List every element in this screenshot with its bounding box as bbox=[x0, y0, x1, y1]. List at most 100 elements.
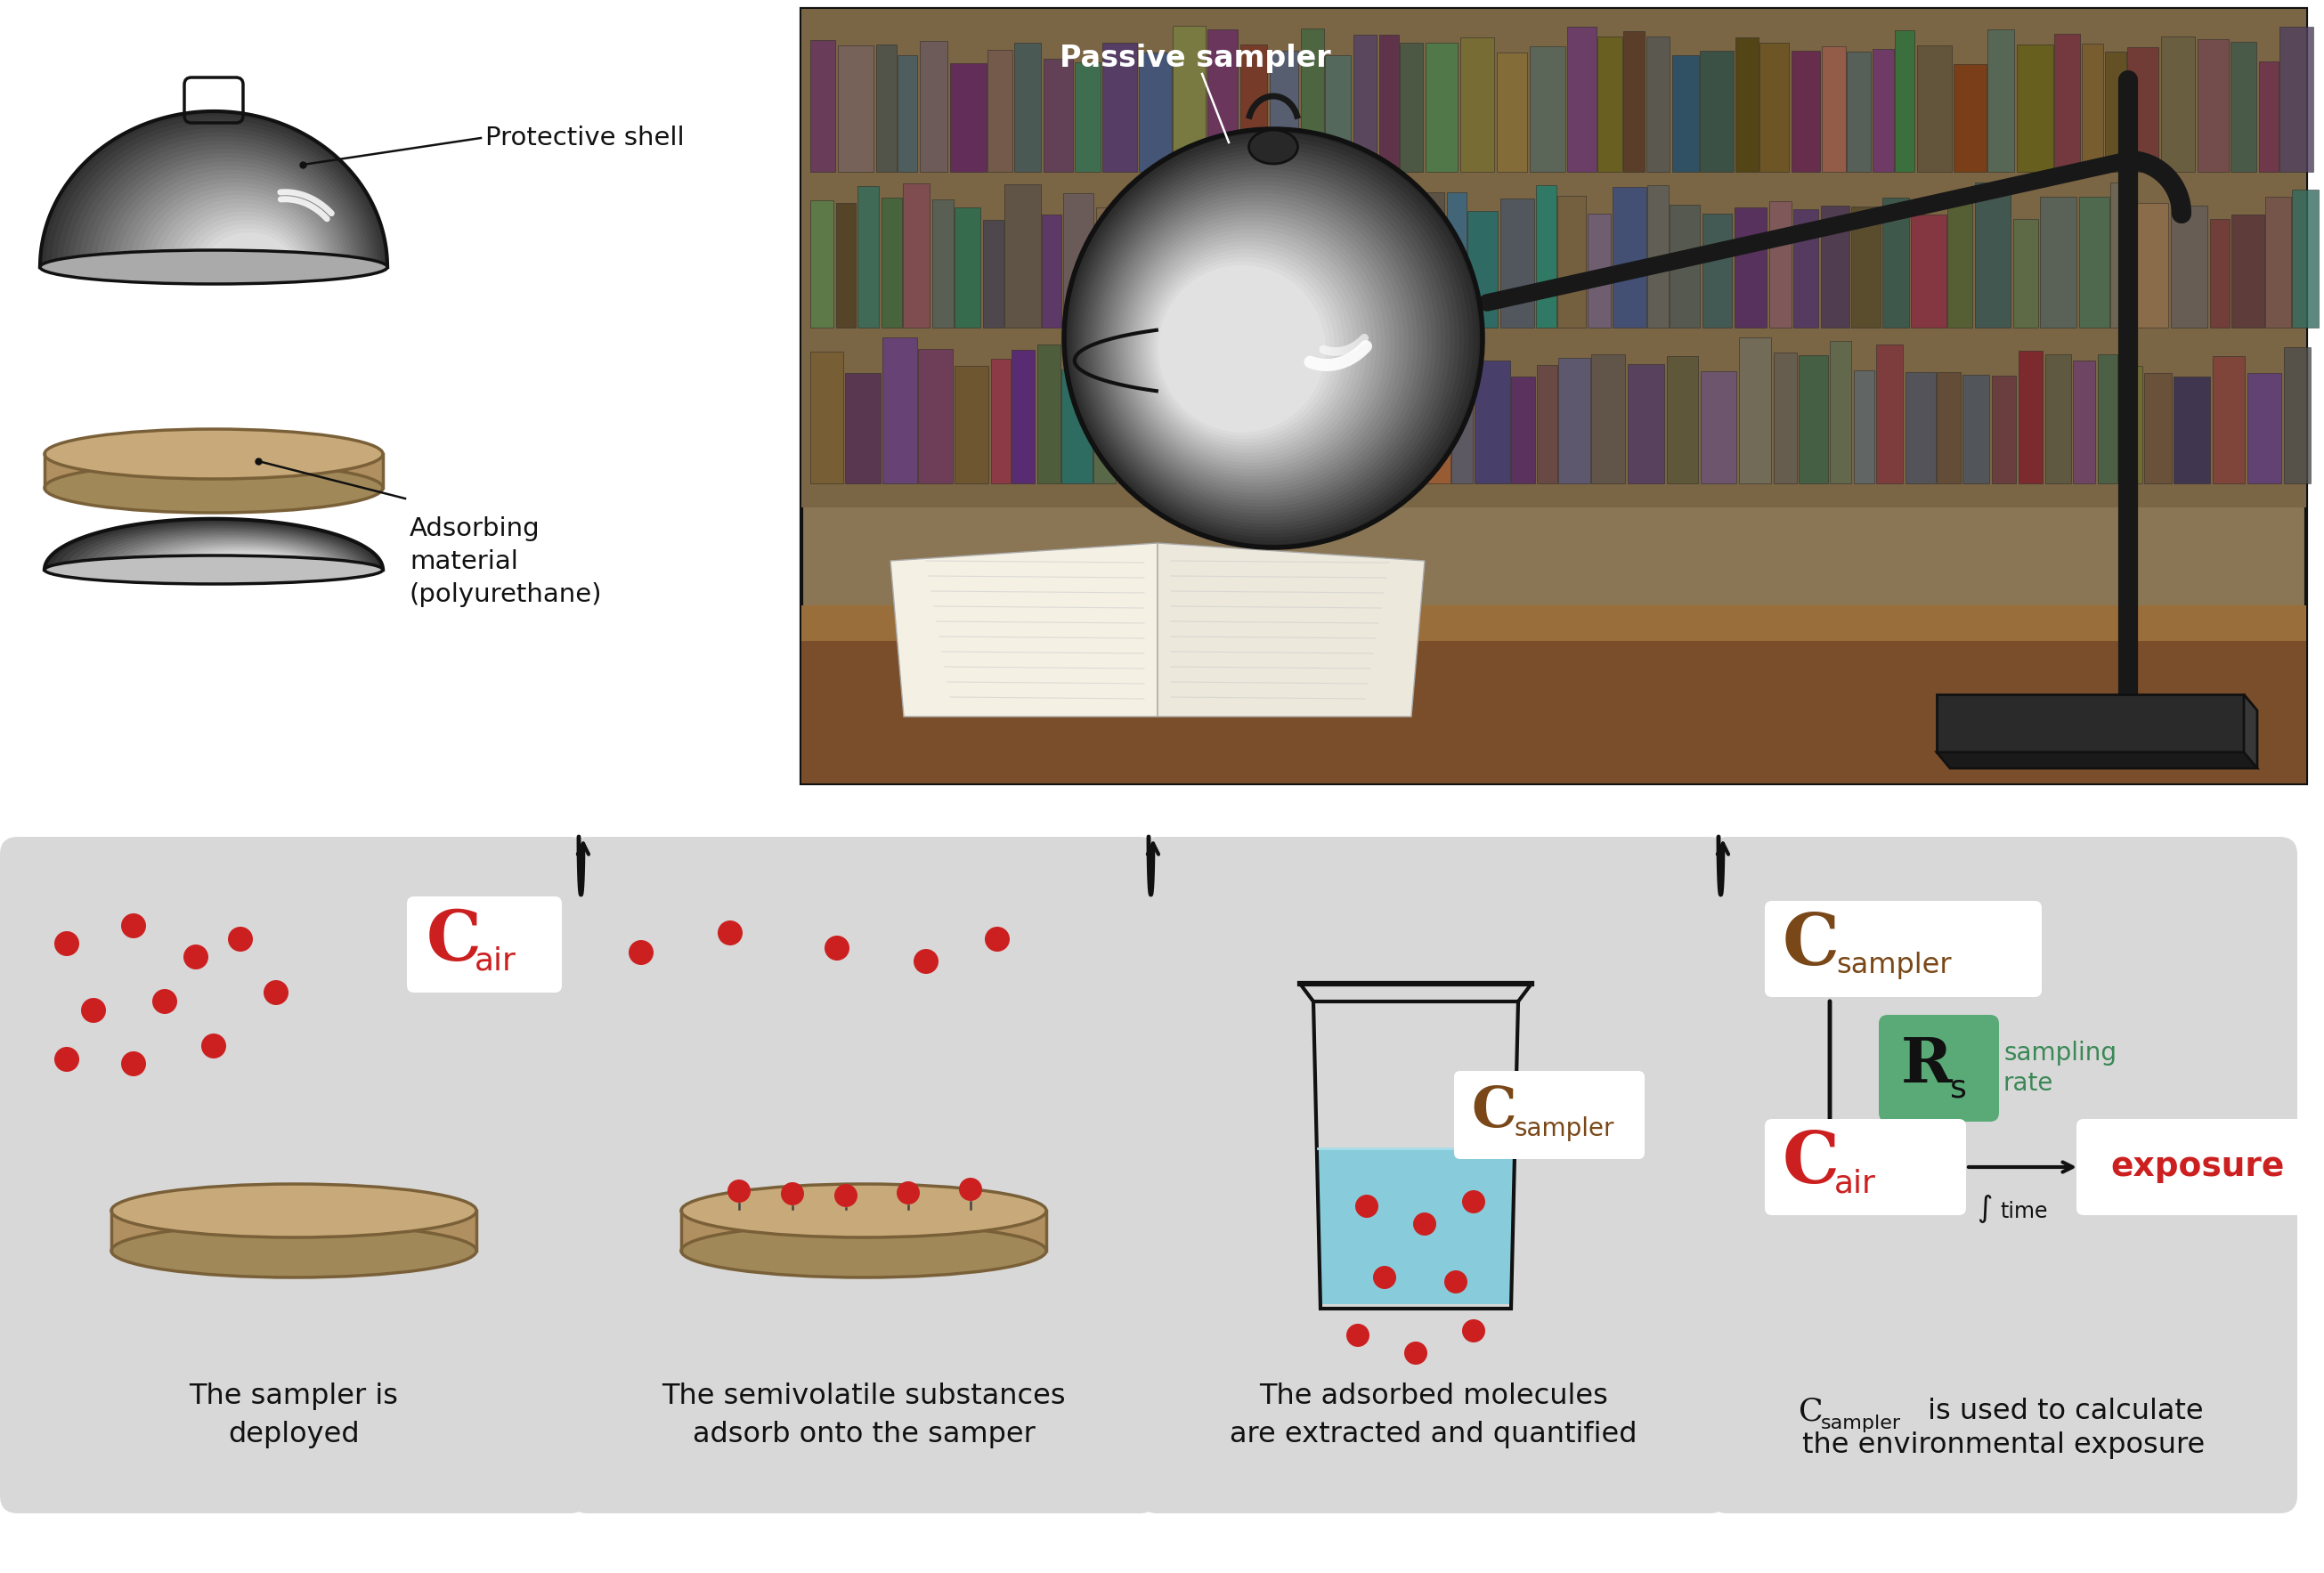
Circle shape bbox=[1462, 1191, 1485, 1213]
Circle shape bbox=[1064, 129, 1483, 547]
Polygon shape bbox=[881, 198, 902, 327]
Polygon shape bbox=[146, 190, 328, 272]
Circle shape bbox=[1106, 189, 1413, 497]
Polygon shape bbox=[2119, 367, 2143, 483]
Polygon shape bbox=[84, 145, 363, 269]
Circle shape bbox=[121, 1051, 146, 1076]
Polygon shape bbox=[1097, 208, 1122, 327]
Polygon shape bbox=[1669, 204, 1699, 327]
Circle shape bbox=[1122, 212, 1385, 477]
Polygon shape bbox=[2210, 219, 2229, 327]
Polygon shape bbox=[1529, 46, 1566, 171]
Polygon shape bbox=[2106, 52, 2126, 171]
Polygon shape bbox=[1118, 343, 1143, 483]
Polygon shape bbox=[802, 9, 2305, 508]
Polygon shape bbox=[858, 186, 878, 327]
Text: C: C bbox=[1471, 1084, 1515, 1139]
Polygon shape bbox=[167, 208, 316, 274]
Text: exposure: exposure bbox=[2110, 1151, 2284, 1183]
Polygon shape bbox=[2291, 190, 2319, 327]
Polygon shape bbox=[2280, 27, 2312, 171]
Text: C: C bbox=[428, 908, 481, 975]
Text: the environmental exposure: the environmental exposure bbox=[1801, 1431, 2205, 1458]
Polygon shape bbox=[1799, 355, 1829, 483]
Polygon shape bbox=[2161, 36, 2194, 171]
Polygon shape bbox=[932, 200, 953, 327]
Circle shape bbox=[1099, 181, 1422, 503]
Circle shape bbox=[1150, 253, 1339, 442]
Polygon shape bbox=[1473, 360, 1511, 483]
FancyBboxPatch shape bbox=[569, 837, 1157, 1513]
Circle shape bbox=[53, 931, 79, 956]
Polygon shape bbox=[2080, 197, 2110, 327]
Polygon shape bbox=[1613, 187, 1645, 327]
Polygon shape bbox=[1587, 214, 1611, 327]
Polygon shape bbox=[1822, 206, 1850, 327]
Polygon shape bbox=[1673, 55, 1699, 171]
Circle shape bbox=[1355, 1194, 1378, 1218]
Text: time: time bbox=[2001, 1200, 2047, 1222]
Polygon shape bbox=[2040, 197, 2075, 327]
Circle shape bbox=[153, 989, 177, 1015]
Polygon shape bbox=[920, 41, 948, 171]
Polygon shape bbox=[1146, 367, 1181, 483]
Polygon shape bbox=[876, 44, 897, 171]
Polygon shape bbox=[1557, 197, 1585, 327]
Polygon shape bbox=[1043, 58, 1074, 171]
Ellipse shape bbox=[681, 1184, 1046, 1238]
Polygon shape bbox=[2284, 348, 2310, 483]
Polygon shape bbox=[2259, 61, 2278, 171]
Circle shape bbox=[1157, 266, 1325, 433]
Polygon shape bbox=[151, 195, 325, 274]
Polygon shape bbox=[1346, 355, 1383, 483]
Polygon shape bbox=[119, 170, 344, 272]
Circle shape bbox=[1090, 165, 1441, 518]
Ellipse shape bbox=[40, 250, 388, 285]
FancyBboxPatch shape bbox=[1455, 1071, 1645, 1159]
Polygon shape bbox=[100, 157, 353, 271]
Polygon shape bbox=[2173, 376, 2210, 483]
Polygon shape bbox=[91, 149, 360, 271]
Polygon shape bbox=[1699, 50, 1734, 171]
Circle shape bbox=[1155, 261, 1329, 436]
Polygon shape bbox=[2126, 47, 2159, 171]
Polygon shape bbox=[93, 532, 358, 571]
Text: Adsorbing
material
(polyurethane): Adsorbing material (polyurethane) bbox=[409, 516, 602, 607]
Circle shape bbox=[1153, 256, 1334, 439]
Polygon shape bbox=[1829, 341, 1852, 483]
Polygon shape bbox=[890, 543, 1157, 717]
Circle shape bbox=[1076, 145, 1464, 533]
Polygon shape bbox=[811, 200, 834, 327]
Polygon shape bbox=[125, 540, 342, 573]
Polygon shape bbox=[955, 208, 981, 327]
Polygon shape bbox=[681, 1211, 1046, 1251]
Polygon shape bbox=[839, 46, 874, 171]
Polygon shape bbox=[1425, 42, 1457, 171]
Polygon shape bbox=[146, 546, 330, 573]
Polygon shape bbox=[802, 606, 2305, 640]
Circle shape bbox=[121, 914, 146, 938]
Polygon shape bbox=[156, 198, 323, 274]
Polygon shape bbox=[1873, 49, 1894, 171]
Polygon shape bbox=[904, 184, 930, 327]
Polygon shape bbox=[95, 153, 356, 271]
Polygon shape bbox=[51, 521, 379, 569]
Circle shape bbox=[1373, 1266, 1397, 1288]
Polygon shape bbox=[1448, 192, 1466, 327]
FancyBboxPatch shape bbox=[1764, 901, 2043, 997]
Polygon shape bbox=[1385, 340, 1415, 483]
Polygon shape bbox=[2136, 203, 2168, 327]
Circle shape bbox=[1116, 204, 1394, 483]
Polygon shape bbox=[163, 203, 318, 274]
Polygon shape bbox=[897, 55, 918, 171]
Polygon shape bbox=[1325, 55, 1350, 171]
Text: R: R bbox=[1901, 1035, 1952, 1095]
Ellipse shape bbox=[112, 1184, 476, 1238]
Polygon shape bbox=[123, 175, 342, 272]
Polygon shape bbox=[1703, 214, 1731, 327]
Circle shape bbox=[1346, 1324, 1369, 1346]
Polygon shape bbox=[1992, 376, 2015, 483]
Circle shape bbox=[1069, 137, 1473, 541]
Polygon shape bbox=[74, 137, 370, 269]
Ellipse shape bbox=[1248, 131, 1297, 164]
